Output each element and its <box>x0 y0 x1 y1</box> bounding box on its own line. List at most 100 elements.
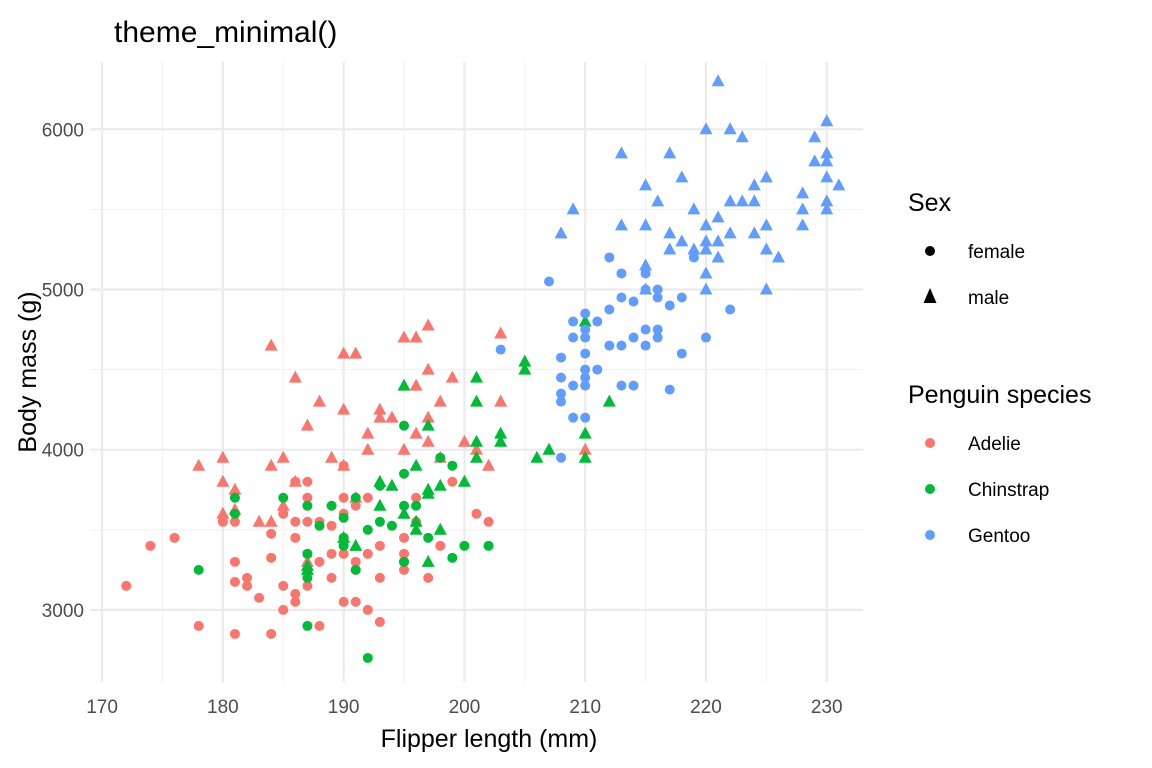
adelie-female-point <box>302 476 313 487</box>
chinstrap-female-point <box>302 572 313 583</box>
gentoo-male-point <box>699 218 713 231</box>
chinstrap-male-point <box>421 482 435 495</box>
adelie-male-point <box>337 346 351 359</box>
gentoo-female-point <box>664 300 675 311</box>
gentoo-male-point <box>723 194 737 207</box>
adelie-female-point <box>399 564 410 575</box>
gentoo-female-point <box>640 268 651 279</box>
gentoo-female-point <box>580 324 591 335</box>
x-tick-label: 200 <box>449 697 481 718</box>
gentoo-female-point <box>495 344 506 355</box>
adelie-male-point <box>325 450 339 463</box>
gentoo-male-point <box>699 242 713 255</box>
gentoo-female-point <box>556 452 567 463</box>
adelie-female-point <box>242 572 253 583</box>
adelie-female-point <box>399 532 410 543</box>
chinstrap-male-point <box>337 530 351 543</box>
adelie-female-point <box>423 572 434 583</box>
chinstrap-female-point <box>314 520 325 531</box>
gentoo-female-point <box>652 324 663 335</box>
gentoo-female-point <box>556 396 567 407</box>
adelie-male-point <box>264 458 278 471</box>
adelie-female-point <box>278 508 289 519</box>
adelie-female-point <box>278 580 289 591</box>
x-tick-label: 170 <box>86 697 118 718</box>
adelie-male-point <box>397 330 411 343</box>
chinstrap-female-point <box>302 620 313 631</box>
adelie-male-point <box>337 402 351 415</box>
chinstrap-male-point <box>409 458 423 471</box>
chinstrap-male-point <box>373 474 387 487</box>
chinstrap-female-point <box>399 468 410 479</box>
data-points <box>121 74 846 663</box>
adelie-male-point <box>373 402 387 415</box>
gentoo-male-point <box>614 146 628 159</box>
x-tick-label: 220 <box>690 697 722 718</box>
gentoo-male-point <box>663 146 677 159</box>
gentoo-male-point <box>820 194 834 207</box>
adelie-female-point <box>217 516 228 527</box>
adelie-female-point <box>435 540 446 551</box>
adelie-female-point <box>362 492 373 503</box>
gentoo-female-point <box>592 316 603 327</box>
adelie-female-point <box>326 572 337 583</box>
sex-legend-title: Sex <box>908 189 952 217</box>
gentoo-female-point <box>652 332 663 343</box>
chinstrap-male-point <box>457 474 471 487</box>
adelie-male-point <box>494 326 508 339</box>
adelie-male-point <box>276 498 290 511</box>
adelie-male-point <box>300 418 314 431</box>
chinstrap-female-point <box>350 564 361 575</box>
chinstrap-female-point <box>399 420 410 431</box>
gentoo-female-point <box>652 284 663 295</box>
chinstrap-female-point <box>362 524 373 535</box>
chinstrap-female-point <box>350 492 361 503</box>
adelie-male-point <box>494 394 508 407</box>
adelie-female-point <box>350 500 361 511</box>
adelie-male-point <box>216 450 230 463</box>
gentoo-female-point <box>664 384 675 395</box>
adelie-female-point <box>266 628 277 639</box>
chinstrap-female-point <box>338 512 349 523</box>
gentoo-male-point <box>699 234 713 247</box>
adelie-female-point <box>350 596 361 607</box>
chart-title: theme_minimal() <box>114 16 337 49</box>
gentoo-female-point <box>556 388 567 399</box>
chinstrap-male-point <box>421 554 435 567</box>
adelie-female-point <box>254 592 265 603</box>
gentoo-male-point <box>663 242 677 255</box>
adelie-female-point <box>121 580 132 591</box>
gentoo-male-point <box>687 242 701 255</box>
adelie-male-point <box>288 370 302 383</box>
adelie-female-point <box>374 540 385 551</box>
adelie-male-point <box>228 482 242 495</box>
gentoo-male-point <box>639 218 653 231</box>
chinstrap-male-point <box>518 354 532 367</box>
adelie-female-point <box>471 508 482 519</box>
adelie-male-point <box>252 514 266 527</box>
gentoo-female-point <box>628 296 639 307</box>
gentoo-male-point <box>832 178 846 191</box>
adelie-female-point <box>338 596 349 607</box>
x-tick-label: 190 <box>328 697 360 718</box>
adelie-male-point <box>578 442 592 455</box>
chinstrap-male-point <box>409 514 423 527</box>
adelie-female-point <box>169 532 180 543</box>
adelie-male-point <box>409 330 423 343</box>
chinstrap-male-point <box>349 538 363 551</box>
chinstrap-female-point <box>447 552 458 563</box>
legend-key-gentoo <box>925 530 935 540</box>
gentoo-male-point <box>735 130 749 143</box>
adelie-male-point <box>337 458 351 471</box>
gentoo-male-point <box>723 226 737 239</box>
chinstrap-male-point <box>409 522 423 535</box>
adelie-male-point <box>216 474 230 487</box>
legend-label-adelie: Adelie <box>968 434 1021 455</box>
chinstrap-male-point <box>373 498 387 511</box>
adelie-female-point <box>229 556 240 567</box>
gentoo-male-point <box>735 194 749 207</box>
gentoo-female-point <box>556 352 567 363</box>
adelie-female-point <box>483 516 494 527</box>
gentoo-male-point <box>614 218 628 231</box>
